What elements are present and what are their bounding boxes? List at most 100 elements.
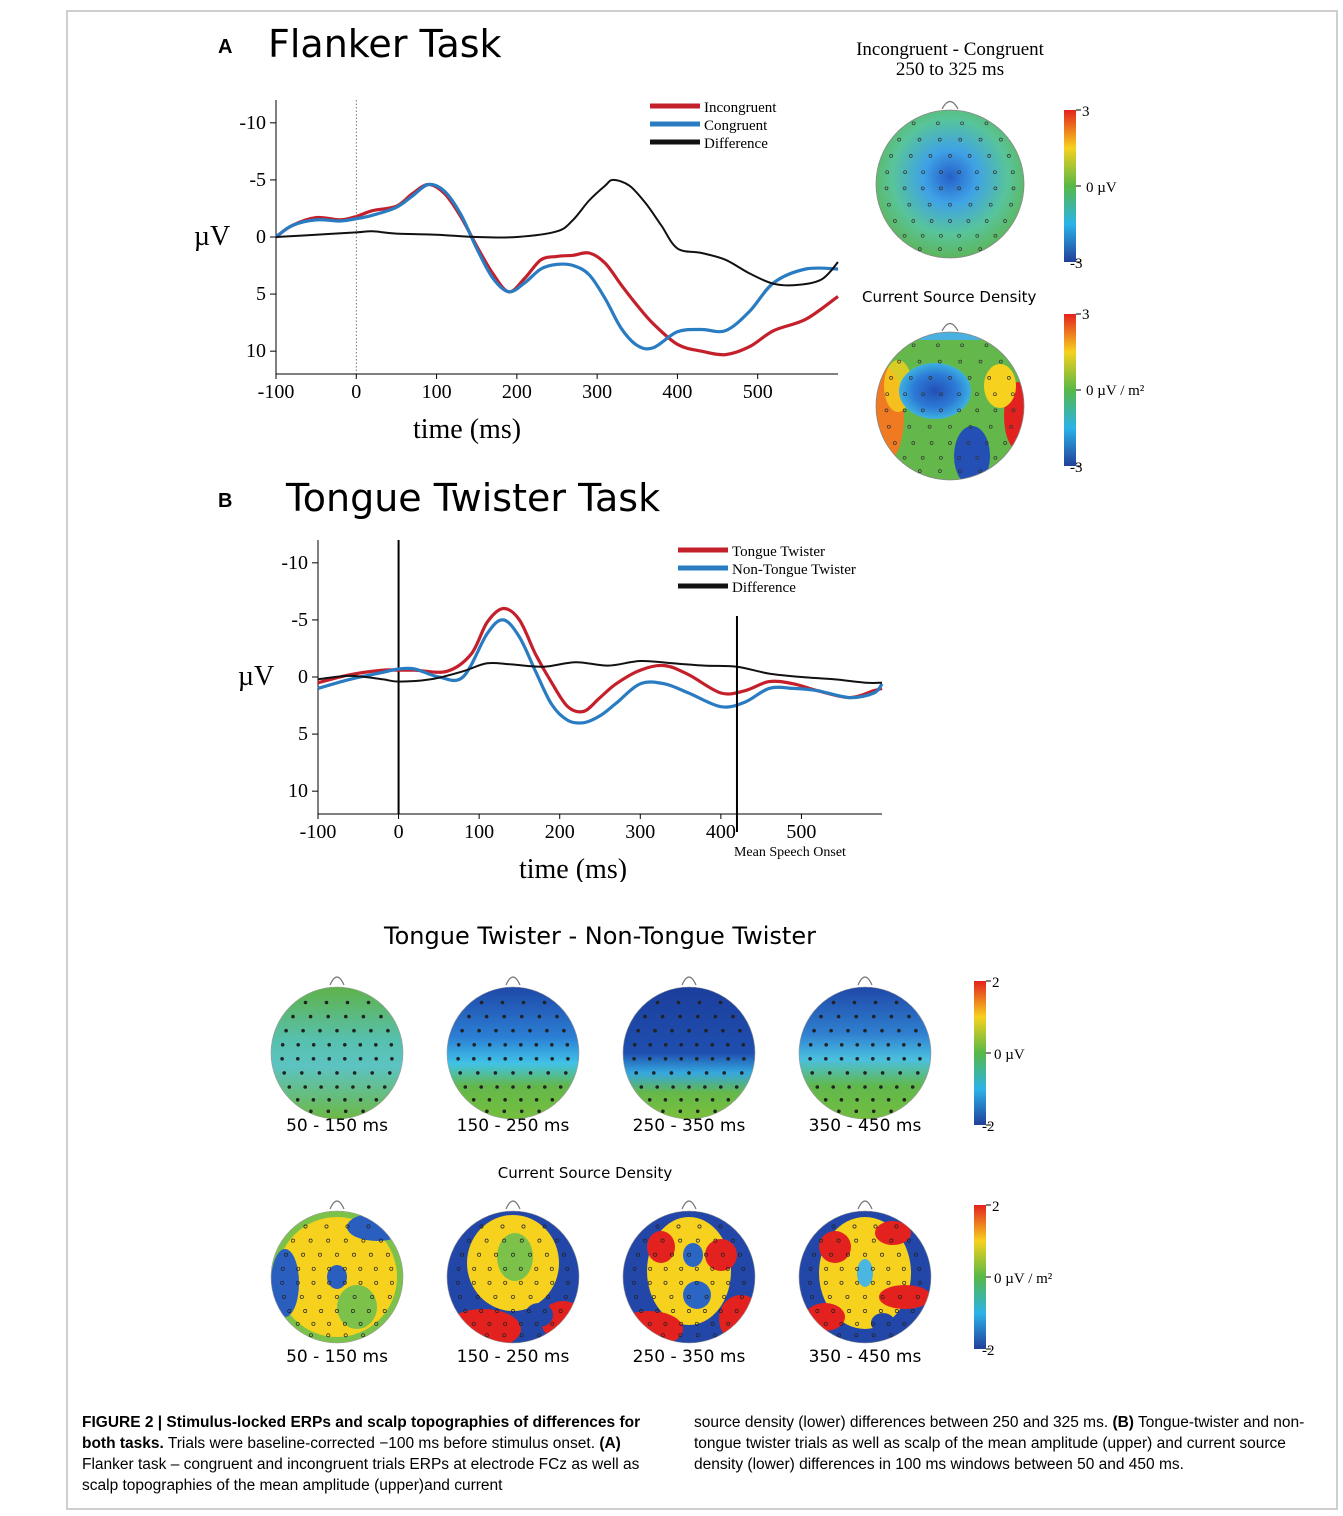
electrode-dot	[978, 137, 983, 142]
electrode-dot	[968, 424, 973, 429]
electrode-dot	[839, 1280, 844, 1285]
electrode-dot	[703, 1085, 707, 1089]
electrode-dot	[927, 424, 932, 429]
electrode-dot	[300, 1071, 304, 1075]
electrode-dot	[534, 1280, 539, 1285]
electrode-dot	[731, 1238, 735, 1243]
electrode-dot	[958, 137, 963, 142]
electrode-dot	[660, 1014, 665, 1019]
electrode-dot	[503, 1266, 508, 1271]
electrode-dot	[936, 121, 940, 126]
electrode-dot	[352, 1294, 357, 1299]
electrode-dot	[345, 1000, 350, 1005]
electrode-dot	[896, 1252, 901, 1257]
tt-legend-label: Difference	[732, 580, 796, 596]
electrode-dot	[907, 1238, 911, 1243]
tt-x-tick-label: 500	[786, 821, 816, 843]
electrode-dot	[687, 1252, 691, 1257]
electrode-dot	[907, 424, 912, 429]
electrode-dot	[519, 1098, 523, 1102]
electrode-dot	[978, 469, 983, 473]
caption-left: FIGURE 2 | Stimulus-locked ERPs and scal…	[82, 1412, 670, 1496]
electrode-dot	[389, 1266, 394, 1271]
flanker-x-tick-label: -100	[258, 381, 295, 403]
electrode-dot	[327, 1280, 332, 1285]
electrode-dot	[653, 1252, 658, 1257]
electrode-dot	[871, 1057, 875, 1061]
electrode-dot	[960, 343, 964, 348]
electrode-dot	[475, 1294, 480, 1299]
electrode-dot	[1007, 376, 1011, 380]
electrode-dot	[495, 1085, 499, 1089]
electrode-dot	[327, 1321, 332, 1326]
flanker-csd-nose-icon	[941, 322, 959, 332]
electrode-dot	[831, 1000, 836, 1005]
electrode-dot	[521, 1000, 526, 1005]
electrode-dot	[886, 1098, 891, 1102]
electrode-dot	[929, 441, 934, 445]
electrode-dot	[511, 1071, 515, 1075]
electrode-dot	[901, 1266, 906, 1271]
electrode-dot	[895, 1085, 899, 1089]
flanker-topo-heading-line2: 250 to 325 ms	[895, 59, 1005, 80]
flanker-topomaps: 3 0 µV -3 3 0 µV / m² -3	[875, 100, 1145, 481]
electrode-dot	[370, 1294, 375, 1299]
electrode-dot	[702, 1309, 707, 1313]
electrode-dot	[902, 233, 907, 238]
electrode-dot	[993, 186, 998, 191]
electrode-dot	[463, 1309, 468, 1313]
electrode-dot	[999, 359, 1003, 364]
electrode-dot	[893, 441, 897, 445]
electrode-dot	[713, 1333, 718, 1338]
electrode-dot	[565, 1280, 570, 1285]
electrode-dot	[910, 1085, 915, 1089]
electrode-dot	[863, 1071, 867, 1075]
electrode-dot	[663, 1057, 668, 1061]
electrode-dot	[373, 1266, 378, 1271]
electrode-dot	[731, 1014, 735, 1019]
electrode-dot	[358, 1057, 363, 1061]
electrode-dot	[870, 1280, 875, 1285]
electrode-dot	[537, 1014, 542, 1019]
electrode-dot	[687, 1294, 691, 1299]
electrode-dot	[873, 1224, 878, 1229]
electrode-dot	[827, 1294, 832, 1299]
electrode-dot	[887, 202, 891, 207]
tt-csd-scale-min: -2	[982, 1343, 995, 1359]
electrode-dot	[894, 1000, 899, 1005]
electrode-dot	[311, 1098, 316, 1102]
electrode-dot	[487, 1321, 492, 1326]
electrode-dot	[719, 1085, 723, 1089]
electrode-dot	[543, 1085, 547, 1089]
electrode-dot	[647, 1280, 652, 1285]
electrode-dot	[343, 1109, 348, 1114]
caption-right-text1: source density (lower) differences betwe…	[694, 1414, 1113, 1431]
electrode-dot	[966, 441, 971, 445]
electrode-dot	[280, 1043, 285, 1047]
electrode-dot	[311, 1057, 316, 1061]
electrode-dot	[880, 1071, 885, 1075]
tt-csd-heading: Current Source Density	[497, 1164, 673, 1182]
electrode-dot	[374, 1098, 379, 1102]
electrode-dot	[335, 1252, 339, 1257]
electrode-dot	[911, 121, 916, 126]
flanker-csd-colorbar	[1064, 314, 1076, 466]
tt-y-tick-label: 0	[298, 666, 308, 688]
electrode-dot	[903, 392, 907, 397]
tt-x-tick-label: 300	[625, 821, 655, 843]
electrode-dot	[936, 343, 940, 348]
electrode-dot	[308, 1238, 313, 1243]
electrode-dot	[710, 1280, 715, 1285]
electrode-dot	[831, 1309, 836, 1313]
electrode-dot	[299, 1294, 304, 1299]
electrode-dot	[918, 1057, 922, 1061]
flanker-series-line	[275, 182, 839, 357]
electrode-dot	[655, 1309, 660, 1313]
electrode-dot	[284, 1028, 288, 1033]
electrode-dot	[819, 1238, 823, 1243]
electrode-dot	[939, 170, 943, 175]
electrode-dot	[563, 1294, 568, 1299]
electrode-dot	[361, 1109, 365, 1114]
electrode-dot	[295, 1321, 300, 1326]
electrode-dot	[358, 1280, 363, 1285]
